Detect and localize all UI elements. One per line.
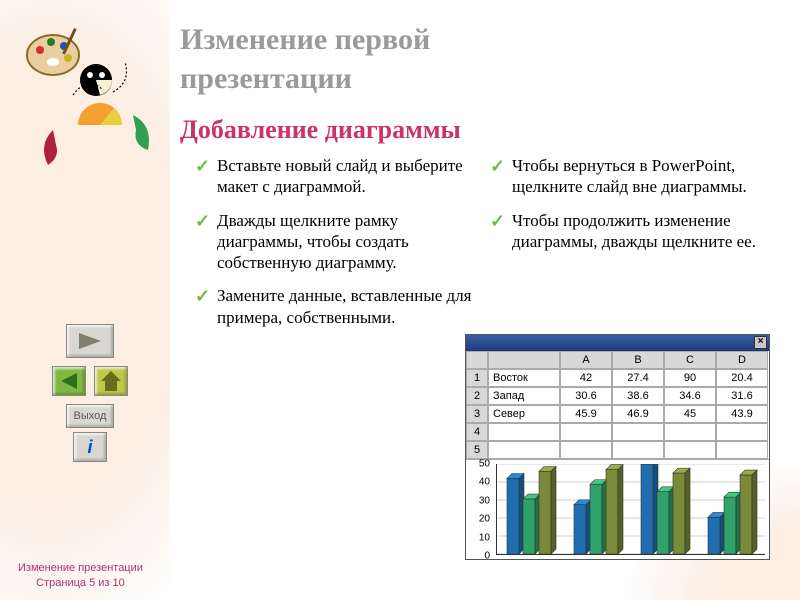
home-button[interactable] <box>94 366 128 396</box>
footer-line-1: Изменение презентации <box>18 562 143 574</box>
y-tick-label: 0 <box>484 551 490 562</box>
list-item: Замените данные, вставленные для примера… <box>195 285 475 328</box>
info-icon: i <box>87 437 92 457</box>
data-cell[interactable]: 34.6 <box>664 387 716 405</box>
exit-button[interactable]: Выход <box>66 404 114 428</box>
row-label-cell[interactable] <box>488 441 560 459</box>
row-label-cell[interactable]: Запад <box>488 387 560 405</box>
title-line-1: Изменение первой <box>180 23 430 56</box>
y-tick-label: 20 <box>479 514 490 525</box>
row-header[interactable]: 1 <box>466 369 488 387</box>
data-cell[interactable] <box>560 423 612 441</box>
left-column: Вставьте новый слайд и выберите макет с … <box>195 155 475 340</box>
data-cell[interactable] <box>612 441 664 459</box>
data-cell[interactable]: 42 <box>560 369 612 387</box>
y-tick-label: 40 <box>479 477 490 488</box>
prev-button[interactable] <box>52 366 86 396</box>
row-label-cell[interactable] <box>488 423 560 441</box>
chart-titlebar[interactable]: × <box>466 335 769 351</box>
left-bullet-list: Вставьте новый слайд и выберите макет с … <box>195 155 475 328</box>
y-tick-label: 10 <box>479 532 490 543</box>
chart-object[interactable]: × ABCD1Восток4227.49020.42Запад30.638.63… <box>465 334 770 560</box>
data-cell[interactable]: 43.9 <box>716 405 768 423</box>
row-header[interactable]: 4 <box>466 423 488 441</box>
list-item: Вставьте новый слайд и выберите макет с … <box>195 155 475 198</box>
slide-subtitle: Добавление диаграммы <box>180 115 461 145</box>
list-item: Чтобы продолжить изменение диаграммы, дв… <box>490 210 770 253</box>
data-cell[interactable]: 45 <box>664 405 716 423</box>
data-cell[interactable] <box>664 423 716 441</box>
column-header[interactable]: C <box>664 351 716 369</box>
data-cell[interactable]: 90 <box>664 369 716 387</box>
slide-title: Изменение первой презентации <box>180 20 430 98</box>
column-header[interactable]: D <box>716 351 768 369</box>
data-cell[interactable]: 27.4 <box>612 369 664 387</box>
data-cell[interactable]: 46.9 <box>612 405 664 423</box>
clipart-illustration <box>18 20 158 180</box>
row-header[interactable]: 2 <box>466 387 488 405</box>
data-cell[interactable]: 30.6 <box>560 387 612 405</box>
chart-area: 0 10 20 30 40 50 <box>466 459 769 559</box>
row-label-cell[interactable]: Восток <box>488 369 560 387</box>
row-label-cell[interactable]: Север <box>488 405 560 423</box>
title-line-2: презентации <box>180 62 352 95</box>
data-cell[interactable] <box>612 423 664 441</box>
y-tick-label: 50 <box>479 459 490 470</box>
navigation-panel: Выход i <box>40 320 140 466</box>
list-item: Дважды щелкните рамку диаграммы, чтобы с… <box>195 210 475 274</box>
data-cell[interactable] <box>560 441 612 459</box>
data-cell[interactable] <box>716 441 768 459</box>
footer-text: Изменение презентации Страница 5 из 10 <box>18 561 143 590</box>
column-header[interactable]: A <box>560 351 612 369</box>
data-cell[interactable]: 20.4 <box>716 369 768 387</box>
list-item: Чтобы вернуться в PowerPoint, щелкните с… <box>490 155 770 198</box>
next-button[interactable] <box>66 324 114 358</box>
right-column: Чтобы вернуться в PowerPoint, щелкните с… <box>490 155 770 264</box>
column-header[interactable]: B <box>612 351 664 369</box>
chart-plot <box>496 464 765 555</box>
data-cell[interactable]: 45.9 <box>560 405 612 423</box>
info-button[interactable]: i <box>73 432 107 462</box>
right-bullet-list: Чтобы вернуться в PowerPoint, щелкните с… <box>490 155 770 252</box>
row-header[interactable]: 5 <box>466 441 488 459</box>
footer-line-2: Страница 5 из 10 <box>36 577 125 589</box>
close-icon[interactable]: × <box>754 336 767 349</box>
data-cell[interactable] <box>664 441 716 459</box>
data-cell[interactable]: 31.6 <box>716 387 768 405</box>
datasheet-grid[interactable]: ABCD 1Восток4227.49020.4 2Запад30.638.634.… <box>466 351 769 459</box>
y-tick-label: 30 <box>479 495 490 506</box>
data-cell[interactable] <box>716 423 768 441</box>
data-cell[interactable]: 38.6 <box>612 387 664 405</box>
row-header[interactable]: 3 <box>466 405 488 423</box>
chart-y-axis: 0 10 20 30 40 50 <box>466 460 494 559</box>
